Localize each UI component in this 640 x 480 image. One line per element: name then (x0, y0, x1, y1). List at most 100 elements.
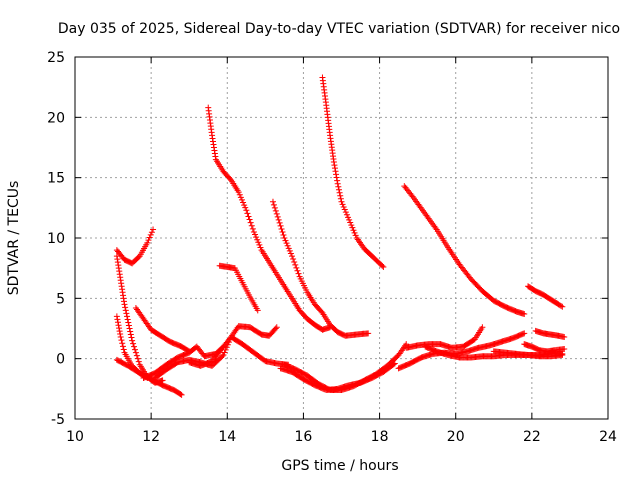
data-point (129, 337, 136, 344)
data-point (255, 239, 262, 246)
data-point (114, 319, 121, 326)
data-point (118, 337, 125, 344)
data-point (335, 183, 342, 190)
data-point (279, 228, 286, 235)
data-point (331, 165, 338, 172)
x-tick-label: 16 (295, 429, 313, 445)
data-point (391, 360, 398, 367)
data-point (133, 352, 140, 359)
data-point (337, 195, 344, 202)
data-point (271, 204, 278, 211)
plot-frame (74, 56, 609, 420)
data-point (285, 245, 292, 252)
data-point (247, 219, 254, 226)
data-point (124, 316, 131, 323)
data-point (125, 322, 132, 329)
data-point (333, 174, 340, 181)
data-point (521, 330, 528, 337)
y-tick-label: 25 (47, 50, 65, 66)
data-point (127, 328, 134, 335)
x-tick-label: 18 (371, 429, 389, 445)
series-track-15 (401, 183, 528, 318)
data-point (339, 201, 346, 208)
data-point (278, 225, 285, 232)
data-point (282, 237, 289, 244)
data-point (250, 228, 257, 235)
x-tick-label: 20 (447, 429, 465, 445)
data-point (237, 194, 244, 201)
data-point (332, 168, 339, 175)
data-point (221, 349, 228, 356)
series-track-10 (216, 262, 261, 314)
x-tick-label: 14 (218, 429, 236, 445)
series-track-09 (205, 104, 334, 333)
data-point (254, 236, 261, 243)
data-point (242, 204, 249, 211)
data-point (117, 333, 124, 340)
data-point (558, 302, 565, 309)
data-point (292, 261, 299, 268)
data-point (144, 239, 151, 246)
data-point (291, 258, 298, 265)
data-point (346, 216, 353, 223)
y-tick-label: 20 (47, 110, 65, 126)
series-track-11 (269, 198, 372, 339)
data-point (122, 304, 129, 311)
data-point (337, 192, 344, 199)
data-point (252, 231, 259, 238)
data-point (365, 330, 372, 337)
y-tick-label: -5 (51, 412, 65, 428)
data-point (135, 358, 142, 365)
chart-title: Day 035 of 2025, Sidereal Day-to-day VTE… (58, 21, 620, 37)
x-tick-label: 12 (142, 429, 160, 445)
data-point (120, 346, 127, 353)
data-point (334, 177, 341, 184)
data-point (254, 307, 261, 314)
data-point (270, 201, 277, 208)
data-point (127, 331, 134, 338)
x-tick-label: 10 (66, 429, 84, 445)
grid-lines (75, 57, 608, 419)
y-tick-label: 0 (56, 352, 65, 368)
series-track-01 (113, 226, 157, 267)
data-point (178, 391, 185, 398)
data-point (290, 256, 297, 263)
data-point (280, 231, 287, 238)
data-point (113, 313, 120, 320)
series-track-02 (113, 253, 166, 386)
series-track-17 (403, 324, 486, 351)
data-point (117, 331, 124, 338)
data-point (248, 222, 255, 229)
data-point (345, 214, 352, 221)
data-point (116, 328, 123, 335)
data-point (272, 325, 279, 332)
data-point (145, 237, 152, 244)
data-point (122, 307, 129, 314)
data-point (177, 391, 184, 398)
series-track-12 (319, 74, 387, 270)
data-point (119, 343, 126, 350)
data-point (238, 196, 245, 203)
y-axis-label: SDTVAR / TECUs (6, 181, 22, 296)
series-track-20 (525, 283, 566, 310)
data-point (274, 213, 281, 220)
data-point (379, 262, 386, 269)
data-point (340, 203, 347, 210)
data-point (123, 310, 130, 317)
data-point (335, 186, 342, 193)
y-tick-label: 15 (47, 171, 65, 187)
data-point (128, 334, 135, 341)
data-point (243, 207, 250, 214)
data-point (124, 313, 131, 320)
y-tick-label: 5 (56, 291, 65, 307)
data-point (295, 270, 302, 277)
data-point (130, 340, 137, 347)
series-track-22 (521, 341, 568, 355)
data-point (479, 324, 486, 331)
data-point (338, 198, 345, 205)
data-point (121, 301, 128, 308)
y-tick-labels: -5 0 5 10 15 20 25 (47, 50, 65, 428)
data-point (257, 244, 264, 251)
data-point (348, 222, 355, 229)
